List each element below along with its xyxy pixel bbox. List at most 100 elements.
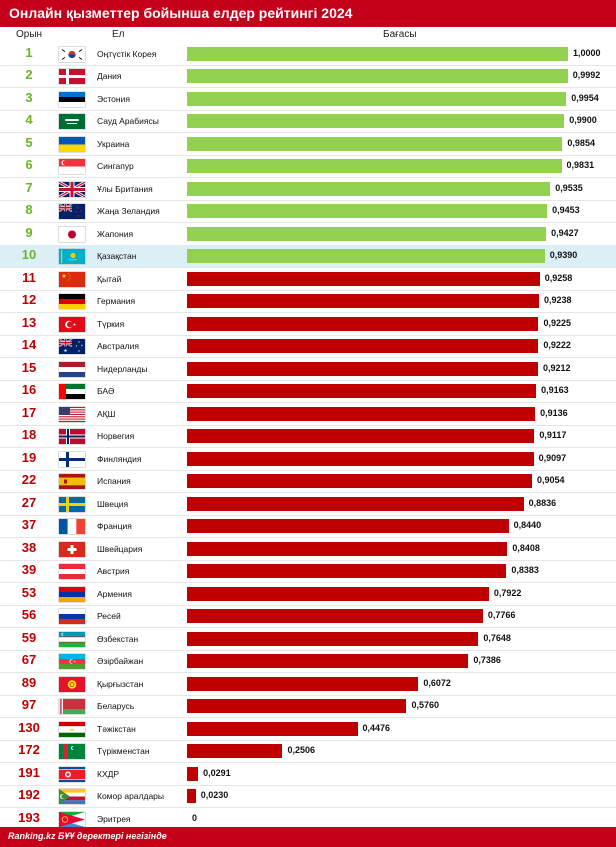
- score-bar: [187, 339, 539, 353]
- netherlands-flag-icon: [59, 361, 85, 377]
- value-label: 0,0291: [203, 767, 231, 778]
- country-name: Тәжікстан: [97, 723, 136, 734]
- value-label: 0: [192, 812, 198, 823]
- value-label: 0,6072: [423, 677, 451, 688]
- score-bar: [187, 406, 536, 421]
- row-divider: [0, 514, 616, 516]
- score-bar: [187, 541, 508, 556]
- switzerland-flag-icon: [59, 541, 85, 557]
- score-bar: [187, 789, 196, 803]
- table-row: 1 Оңтүстік Корея 1,0000: [0, 43, 616, 66]
- country-name: БАӘ: [97, 386, 115, 396]
- value-label: 0,7922: [493, 587, 522, 598]
- table-row: 13 Түркия 0,9225: [0, 313, 616, 336]
- row-divider: [0, 469, 616, 471]
- country-name: Финляндия: [97, 453, 142, 464]
- country-name: Армения: [97, 588, 133, 599]
- country-name: Эстония: [97, 93, 130, 104]
- rank-label: 12: [21, 292, 37, 307]
- row-divider: [0, 222, 616, 223]
- rank-label: 13: [21, 314, 37, 330]
- score-bar: [187, 294, 539, 308]
- turkmenistan-flag-icon: [59, 744, 85, 759]
- table-row: 38 Швейцария 0,8408: [0, 538, 616, 561]
- comoros-flag-icon: [59, 789, 85, 805]
- row-divider: [0, 132, 616, 133]
- value-label: 0,9831: [566, 160, 595, 170]
- china-flag-icon: [59, 271, 85, 287]
- united-kingdom-flag-icon: [58, 180, 86, 198]
- row-divider: [0, 424, 616, 426]
- row-divider: [0, 784, 616, 786]
- south-korea-flag-icon: [59, 46, 85, 62]
- spain-flag-icon: [59, 474, 85, 489]
- rank-label: 39: [21, 562, 37, 577]
- table-row: 53 Армения 0,7922: [0, 583, 616, 606]
- table-row: 27 Швеция 0,8836: [0, 493, 616, 516]
- row-divider: [0, 604, 616, 606]
- rank-label: 5: [25, 134, 33, 150]
- table-row: 191 КХДР 0,0291: [0, 763, 616, 786]
- table-row: 6 Сингапур 0,9831: [0, 155, 616, 178]
- value-label: 0,9854: [567, 137, 595, 148]
- country-name: Комор аралдары: [97, 791, 165, 801]
- source-note: Ranking.kz БҰҰ деректері негізінде: [8, 831, 167, 841]
- table-row: 11 Қытай 0,9258: [0, 268, 616, 291]
- score-bar: [187, 271, 540, 286]
- austria-flag-icon: [59, 564, 85, 580]
- table-row: 172 Түрікменстан 0,2506: [0, 740, 616, 763]
- turkey-flag-icon: [59, 316, 85, 332]
- table-row: 15 Нидерланды 0,9212: [0, 358, 616, 381]
- saudi-arabia-flag-icon: [59, 114, 85, 129]
- armenia-flag-icon: [59, 586, 85, 602]
- rank-label: 192: [18, 787, 40, 802]
- page-title: Онлайн қызметтер бойынша елдер рейтингі …: [9, 5, 353, 21]
- value-label: 0,8383: [511, 565, 539, 575]
- table-row: 5 Украина 0,9854: [0, 133, 616, 156]
- value-label: 0,9390: [549, 250, 578, 260]
- footer-bar: Ranking.kz БҰҰ деректері негізінде: [0, 827, 616, 847]
- rank-label: 3: [25, 89, 33, 105]
- denmark-flag-icon: [59, 69, 85, 84]
- uae-flag-icon: [59, 384, 85, 399]
- row-divider: [0, 694, 616, 696]
- rank-label: 2: [25, 67, 33, 82]
- score-bar: [187, 159, 562, 173]
- row-divider: [0, 447, 616, 448]
- value-label: 0,9136: [540, 407, 568, 418]
- value-label: 0,9212: [542, 362, 571, 373]
- value-label: 0,9238: [543, 295, 572, 305]
- estonia-flag-icon: [59, 91, 85, 107]
- table-row: 17 АҚШ 0,9136: [0, 403, 616, 426]
- country-name: Нидерланды: [97, 363, 148, 374]
- score-bar: [187, 384, 537, 398]
- score-bar: [187, 519, 509, 533]
- norway-flag-icon: [59, 429, 85, 444]
- table-row: 59 Өзбекстан 0,7648: [0, 628, 616, 651]
- north-korea-flag-icon: [59, 766, 85, 782]
- score-bar: [187, 609, 483, 623]
- kazakhstan-flag-icon: [59, 249, 85, 264]
- rank-label: 17: [21, 404, 37, 420]
- value-label: 0,7766: [487, 610, 516, 620]
- country-name: Қытай: [97, 273, 122, 284]
- score-bar: [187, 429, 535, 443]
- rank-label: 38: [21, 539, 37, 555]
- value-label: 0,0230: [200, 790, 229, 800]
- germany-flag-icon: [59, 294, 85, 310]
- table-row: 39 Австрия 0,8383: [0, 560, 616, 583]
- new-zealand-flag-icon: [58, 203, 85, 219]
- table-row: 130 Тәжікстан 0,4476: [0, 718, 616, 741]
- tajikistan-flag-icon: [59, 721, 85, 737]
- value-label: 0,5760: [411, 700, 439, 710]
- score-bar: [187, 114, 565, 128]
- rank-label: 130: [18, 719, 40, 735]
- value-label: 0,4476: [362, 722, 391, 733]
- row-divider: [0, 559, 616, 561]
- rank-label: 18: [21, 427, 37, 442]
- finland-flag-icon: [59, 451, 85, 467]
- belarus-flag-icon: [59, 699, 85, 714]
- rank-label: 97: [21, 697, 37, 712]
- country-name: Испания: [97, 476, 131, 486]
